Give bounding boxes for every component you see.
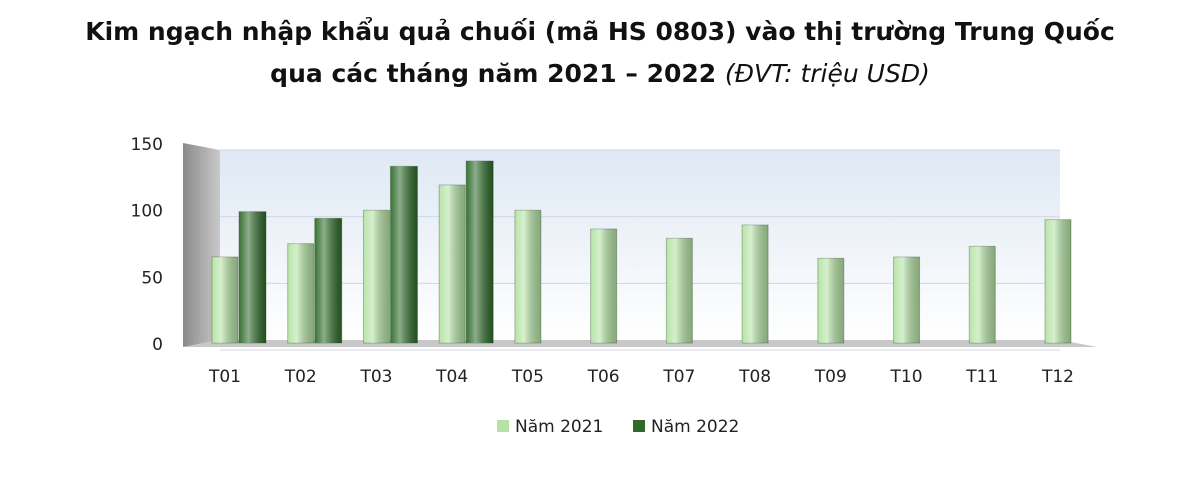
- bar-shine: [817, 258, 844, 343]
- bar-shine: [439, 185, 466, 343]
- x-tick-label: T04: [435, 367, 468, 387]
- x-tick-label: T03: [359, 367, 392, 387]
- bar-shine: [590, 229, 617, 343]
- side-wall: [183, 143, 220, 347]
- bar-shine: [239, 211, 266, 343]
- x-tick-label: T08: [738, 367, 771, 387]
- bar-shine: [466, 161, 494, 343]
- chart-title: qua các tháng năm 2021 – 2022 (ĐVT: triệ…: [270, 59, 930, 88]
- y-tick-label: 150: [131, 135, 163, 155]
- bar-shine: [390, 166, 418, 343]
- back-wall: [220, 150, 1060, 340]
- bar-shine: [1045, 219, 1071, 343]
- y-tick-label: 100: [131, 202, 163, 222]
- chart-title: qua các tháng năm 2021 – 2022: [270, 59, 716, 88]
- y-tick-label: 0: [152, 335, 163, 355]
- x-tick-label: T10: [890, 367, 923, 387]
- x-tick-label: T09: [814, 367, 847, 387]
- bar-shine: [893, 257, 920, 343]
- bar-shine: [969, 246, 996, 343]
- bar-shine: [314, 218, 342, 343]
- x-tick-label: T01: [208, 367, 241, 387]
- legend-swatch: [633, 420, 645, 432]
- y-tick-label: 50: [141, 268, 163, 288]
- bar-shine: [514, 210, 541, 343]
- legend-swatch: [497, 420, 509, 432]
- chart-title: Kim ngạch nhập khẩu quả chuối (mã HS 080…: [85, 16, 1115, 46]
- x-tick-label: T07: [662, 367, 695, 387]
- bar-shine: [212, 257, 238, 343]
- bar-shine: [287, 243, 314, 343]
- bar-shine: [666, 238, 693, 343]
- legend-label: Năm 2022: [651, 417, 739, 437]
- x-tick-label: T06: [587, 367, 620, 387]
- x-tick-label: T02: [284, 367, 317, 387]
- bar-shine: [742, 225, 769, 343]
- x-tick-label: T11: [965, 367, 998, 387]
- unit-note: (ĐVT: triệu USD): [725, 59, 930, 88]
- x-tick-label: T05: [511, 367, 544, 387]
- bar-shine: [363, 210, 390, 343]
- x-tick-label: T12: [1041, 367, 1074, 387]
- legend-label: Năm 2021: [515, 417, 603, 437]
